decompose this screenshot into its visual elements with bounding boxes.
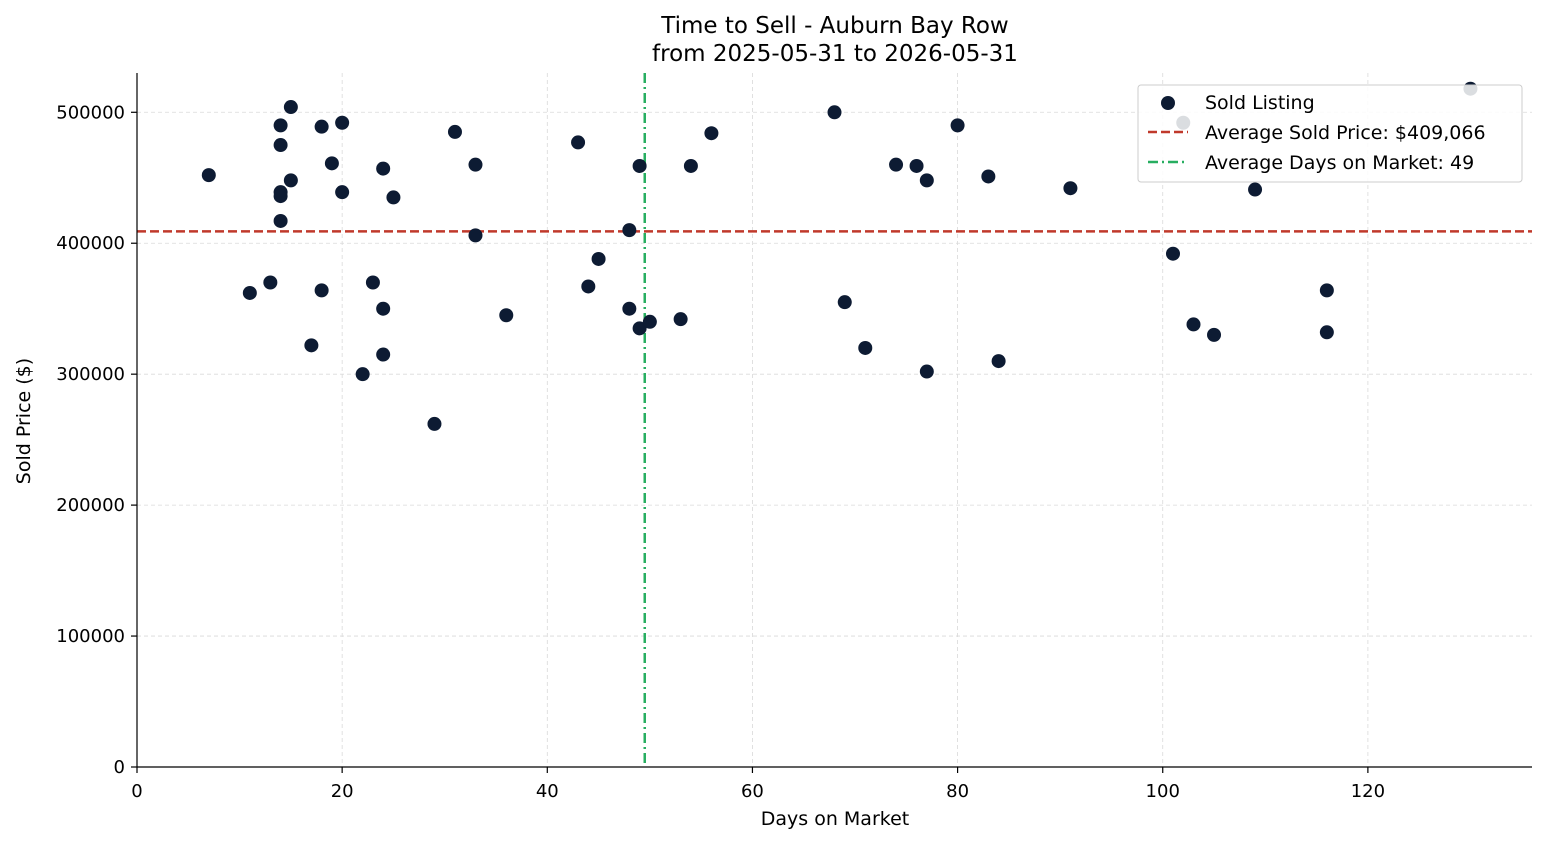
- data-point: [1186, 317, 1201, 332]
- x-axis-label: Days on Market: [761, 808, 909, 830]
- data-point: [683, 158, 698, 173]
- data-point: [427, 416, 442, 431]
- axes: [136, 73, 1532, 768]
- legend-label-sold-listing: Sold Listing: [1205, 92, 1315, 114]
- data-point: [1207, 327, 1222, 342]
- y-tick-label: 100000: [56, 626, 125, 647]
- data-point: [571, 135, 586, 150]
- data-point: [283, 173, 298, 188]
- data-point: [376, 301, 391, 316]
- data-point: [622, 301, 637, 316]
- legend-marker-sold-listing: [1161, 96, 1175, 110]
- data-point: [376, 347, 391, 362]
- data-point: [263, 275, 278, 290]
- data-point: [468, 228, 483, 243]
- x-tick-label: 0: [131, 781, 142, 802]
- data-point: [632, 321, 647, 336]
- data-point: [837, 295, 852, 310]
- data-point: [324, 156, 339, 171]
- legend: Sold Listing Average Sold Price: $409,06…: [1137, 84, 1523, 183]
- data-point: [314, 283, 329, 298]
- data-point: [950, 118, 965, 133]
- data-point: [376, 161, 391, 176]
- data-point: [273, 118, 288, 133]
- data-point: [1063, 181, 1078, 196]
- data-point: [827, 105, 842, 120]
- legend-label-avg-price: Average Sold Price: $409,066: [1205, 122, 1486, 144]
- x-tick-label: 40: [536, 781, 559, 802]
- x-tick-label: 80: [946, 781, 969, 802]
- data-point: [622, 223, 637, 238]
- data-point: [365, 275, 380, 290]
- data-point: [673, 312, 688, 327]
- data-point: [981, 169, 996, 184]
- y-tick-label: 200000: [56, 495, 125, 516]
- data-point: [1248, 182, 1263, 197]
- data-point: [314, 119, 329, 134]
- data-point: [468, 157, 483, 172]
- data-point: [858, 340, 873, 355]
- y-tick-label: 400000: [56, 233, 125, 254]
- data-point: [273, 213, 288, 228]
- ticks: 0 20 40 60 80 100 120 0 100000 200000 300000 400000…: [56, 102, 1385, 802]
- data-point: [919, 364, 934, 379]
- legend-box: [1137, 84, 1523, 183]
- data-point: [499, 308, 514, 323]
- data-point: [909, 158, 924, 173]
- data-point: [447, 124, 462, 139]
- data-point: [283, 100, 298, 115]
- y-tick-label: 500000: [56, 102, 125, 123]
- data-point: [1165, 246, 1180, 261]
- data-point: [304, 338, 319, 353]
- data-point: [273, 138, 288, 153]
- data-point: [632, 158, 647, 173]
- data-point: [335, 115, 350, 130]
- data-point: [991, 354, 1006, 369]
- data-point: [201, 168, 216, 183]
- chart-subtitle: from 2025-05-31 to 2026-05-31: [652, 41, 1018, 67]
- data-point: [889, 157, 904, 172]
- legend-label-avg-days: Average Days on Market: 49: [1205, 152, 1474, 174]
- data-point: [704, 126, 719, 141]
- data-point: [386, 190, 401, 205]
- y-tick-label: 0: [114, 757, 125, 778]
- data-point: [919, 173, 934, 188]
- data-point: [1319, 325, 1334, 340]
- data-point: [273, 189, 288, 204]
- x-tick-label: 20: [331, 781, 354, 802]
- data-point: [581, 279, 596, 294]
- data-point: [242, 285, 257, 300]
- data-point: [642, 314, 657, 329]
- y-tick-label: 300000: [56, 364, 125, 385]
- x-tick-label: 100: [1146, 781, 1180, 802]
- x-tick-label: 60: [741, 781, 764, 802]
- chart-title: Time to Sell - Auburn Bay Row: [660, 13, 1009, 39]
- data-point: [1319, 283, 1334, 298]
- reference-lines: [137, 73, 1532, 767]
- data-point: [335, 185, 350, 200]
- y-axis-label: Sold Price ($): [13, 358, 35, 484]
- data-point: [355, 367, 370, 382]
- data-point: [591, 251, 606, 266]
- x-tick-label: 120: [1351, 781, 1385, 802]
